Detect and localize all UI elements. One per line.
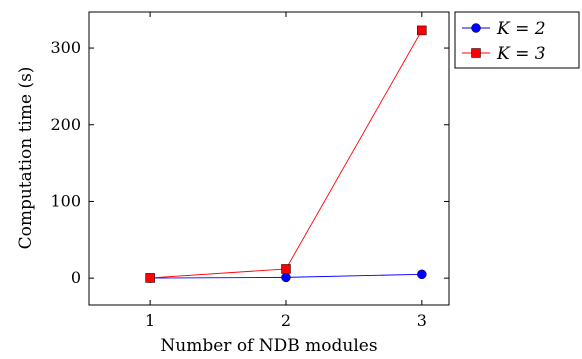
y-tick-label: 0 (71, 268, 81, 287)
y-axis-label: Computation time (s) (16, 67, 36, 250)
data-point-2 (417, 25, 427, 36)
y-axis-ticks: 0 100 200 300 (50, 38, 449, 287)
plot-frame (88, 11, 450, 306)
legend-marker-2 (471, 48, 481, 58)
y-tick-label: 300 (50, 38, 81, 57)
x-axis-ticks: 1 2 3 (145, 12, 427, 330)
series-line-2 (150, 30, 423, 279)
data-point-1 (281, 272, 291, 283)
x-tick-label: 3 (417, 311, 427, 330)
y-tick-label: 200 (50, 115, 81, 134)
y-tick-label: 100 (50, 191, 81, 210)
legend-label-2: K = 3 (496, 44, 546, 64)
data-point-1 (417, 269, 427, 280)
x-tick-label: 1 (145, 311, 155, 330)
legend: K = 2 K = 3 (454, 11, 580, 69)
legend-box (454, 11, 580, 69)
series-layer (145, 25, 427, 283)
legend-marker-1 (471, 23, 481, 33)
data-point-2 (281, 264, 291, 274)
data-point-2 (145, 273, 155, 283)
legend-label-1: K = 2 (496, 19, 546, 39)
x-tick-label: 2 (281, 311, 291, 330)
x-axis-label: Number of NDB modules (160, 336, 377, 356)
